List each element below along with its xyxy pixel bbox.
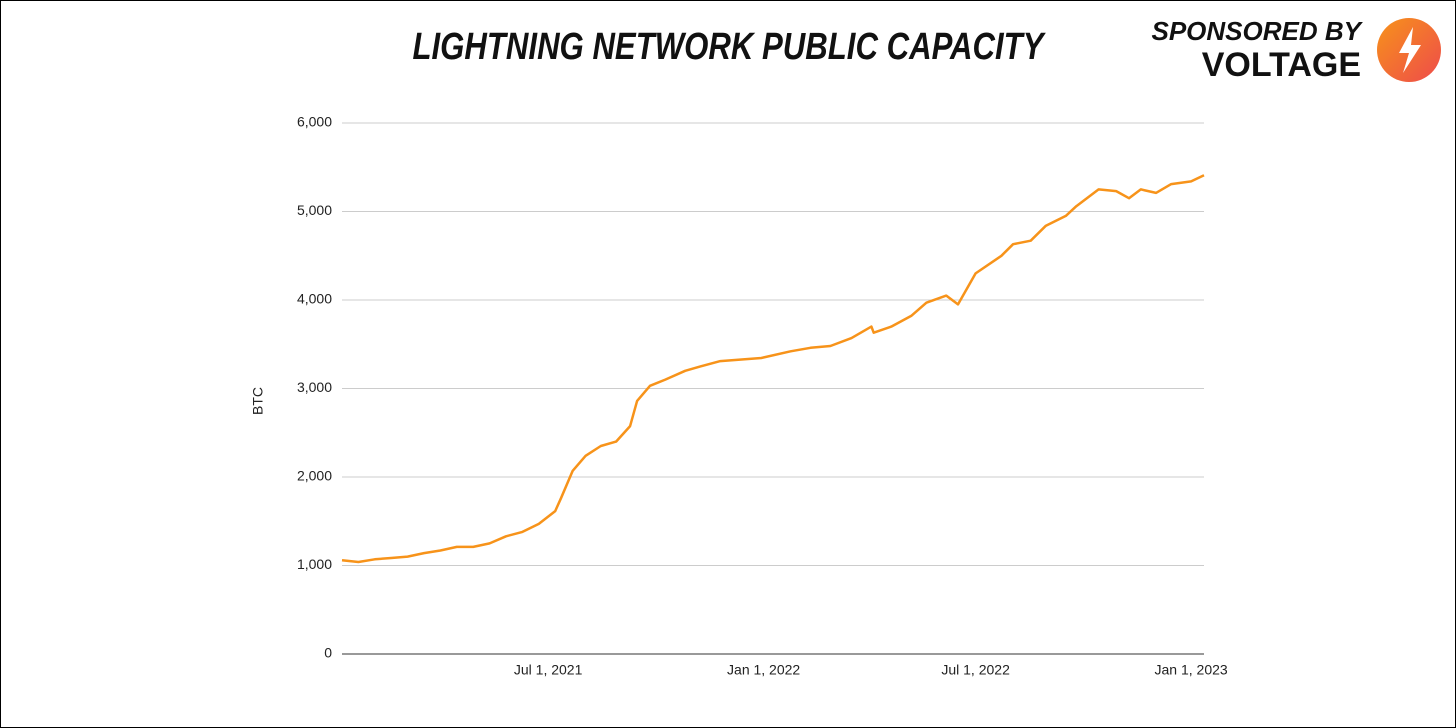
x-tick-label: Jul 1, 2021 [514, 662, 583, 678]
x-tick-label: Jul 1, 2022 [941, 662, 1010, 678]
y-tick-label: 1,000 [297, 556, 332, 572]
y-axis-label: BTC [250, 387, 266, 415]
chart-title: LIGHTNING NETWORK PUBLIC CAPACITY [413, 26, 1047, 68]
y-tick-label: 6,000 [297, 114, 332, 130]
y-tick-label: 0 [324, 645, 332, 661]
y-tick-label: 3,000 [297, 379, 332, 395]
x-tick-label: Jan 1, 2023 [1155, 662, 1228, 678]
data-line [341, 174, 1205, 564]
sponsor-name: VOLTAGE [1202, 46, 1361, 84]
x-tick-label: Jan 1, 2022 [727, 662, 800, 678]
logo-bolt [1399, 27, 1421, 73]
y-tick-label: 4,000 [297, 291, 332, 307]
y-tick-label: 2,000 [297, 468, 332, 484]
y-tick-label: 5,000 [297, 202, 332, 218]
sponsor-line: SPONSORED BY [1152, 16, 1364, 46]
sponsor-logo: SPONSORED BY VOLTAGE [1152, 16, 1441, 84]
